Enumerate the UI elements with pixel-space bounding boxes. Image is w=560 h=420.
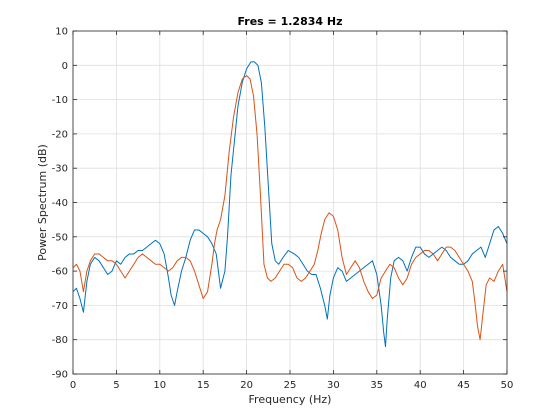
y-tick-label: -70 xyxy=(52,301,68,312)
y-tick-label: -60 xyxy=(52,267,68,278)
series-line-1 xyxy=(72,61,508,348)
x-tick-label: 30 xyxy=(327,380,340,391)
axis-ticks: 0 5 10 15 20 25 30 35 40 45 50 -90 -80 -70 -60 -50 -40 -3… xyxy=(52,27,514,392)
x-tick-label: 15 xyxy=(197,380,210,391)
y-tick-label: -30 xyxy=(52,164,68,175)
x-tick-label: 45 xyxy=(457,380,470,391)
x-tick-label: 50 xyxy=(501,380,514,391)
y-tick-label: -20 xyxy=(52,129,68,140)
x-tick-label: 5 xyxy=(113,380,119,391)
y-tick-label: -80 xyxy=(52,335,68,346)
y-tick-label: -40 xyxy=(52,198,68,209)
y-tick-label: 10 xyxy=(55,27,68,38)
x-tick-label: 35 xyxy=(370,380,383,391)
series-line-2 xyxy=(72,75,508,341)
x-tick-label: 25 xyxy=(284,380,297,391)
y-tick-label: -90 xyxy=(52,370,68,381)
x-tick-label: 40 xyxy=(414,380,427,391)
x-axis-label: Frequency (Hz) xyxy=(249,393,332,406)
y-tick-label: -10 xyxy=(52,95,68,106)
y-tick-label: -50 xyxy=(52,232,68,243)
x-tick-label: 20 xyxy=(240,380,253,391)
x-tick-label: 10 xyxy=(153,380,166,391)
x-tick-label: 0 xyxy=(70,380,76,391)
y-tick-label: 0 xyxy=(62,61,68,72)
y-axis-label: Power Spectrum (dB) xyxy=(36,144,49,261)
series-lines xyxy=(72,61,508,348)
chart-title: Fres = 1.2834 Hz xyxy=(237,15,342,28)
